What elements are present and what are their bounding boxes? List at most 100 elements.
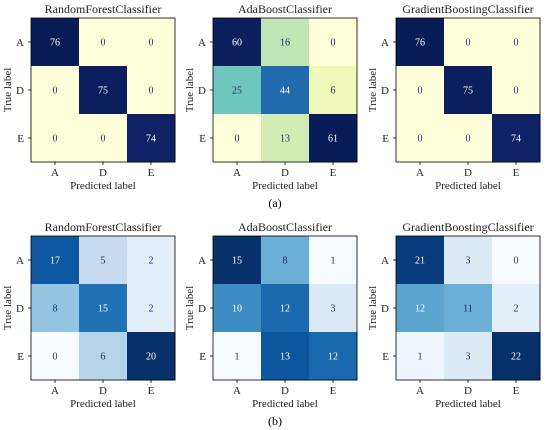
x-axis-label: Predicted label [252,398,318,410]
x-tick-label: E [513,385,520,397]
y-tick-label: D [198,85,206,97]
x-tick-label: A [416,385,424,397]
x-axis-label: Predicted label [435,180,501,192]
cell-value-label: 2 [149,256,154,267]
y-tick-label: A [198,37,206,49]
heatmap-cell [79,18,128,67]
heatmap-cell [396,236,445,285]
heatmap-cell [444,332,493,381]
heatmap-cell [127,332,176,381]
heatmap-cell [79,114,128,163]
x-tick-label: E [148,385,155,397]
heatmap-cell [127,236,176,285]
heatmap-cell [444,236,493,285]
cell-value-label: 8 [283,256,288,267]
heatmap-cell [79,236,128,285]
heatmap-cell [31,236,80,285]
chart-title: AdaBoostClassifier [238,2,332,16]
heatmap-cell [396,332,445,381]
heatmap-cell [261,284,310,333]
x-tick-label: A [233,385,241,397]
x-tick-label: E [330,385,337,397]
cell-value-label: 0 [418,134,423,145]
heatmap-cell [127,284,176,333]
y-tick-label: A [16,255,24,267]
x-tick-label: A [51,385,59,397]
heatmap-cell [213,236,262,285]
cell-value-label: 20 [146,352,156,363]
cell-value-label: 1 [418,352,423,363]
cell-value-label: 13 [280,352,290,363]
cell-value-label: 0 [149,86,154,97]
heatmap-cell [213,18,262,67]
x-axis-label: Predicted label [252,180,318,192]
heatmap-cell [31,284,80,333]
y-tick-label: A [198,255,206,267]
cell-value-label: 6 [101,352,106,363]
y-tick-label: D [198,303,206,315]
cell-value-label: 1 [331,256,336,267]
confusion-matrix-5: AdaBoostClassifier 15 8 1 10 12 3 1 13 12 A D E A D E Pr… [184,220,358,410]
cell-value-label: 60 [232,38,242,49]
cell-value-label: 0 [514,38,519,49]
x-tick-label: A [233,167,241,179]
heatmap-cell [127,66,176,115]
y-tick-label: E [199,351,206,363]
heatmap-cell [396,114,445,163]
heatmap-cell [492,18,541,67]
cell-value-label: 25 [232,86,242,97]
heatmap-cell [261,114,310,163]
cell-value-label: 0 [53,134,58,145]
cell-value-label: 1 [235,352,240,363]
heatmap-cell [261,66,310,115]
cell-value-label: 12 [280,304,290,315]
x-tick-label: D [99,167,107,179]
x-axis-label: Predicted label [70,180,136,192]
x-axis-label: Predicted label [435,398,501,410]
cell-value-label: 2 [149,304,154,315]
heatmap-cell [213,114,262,163]
y-tick-label: E [17,133,24,145]
x-tick-label: A [51,167,59,179]
y-tick-label: E [199,133,206,145]
heatmap-cell [492,284,541,333]
cell-value-label: 15 [98,304,108,315]
panel-label-b: (b) [268,414,282,428]
x-tick-label: A [416,167,424,179]
chart-title: AdaBoostClassifier [238,220,332,234]
y-axis-label: True label [367,68,379,113]
heatmap-cell [396,18,445,67]
cell-value-label: 3 [466,352,471,363]
cell-value-label: 0 [418,86,423,97]
x-tick-label: D [281,385,289,397]
cell-value-label: 17 [50,256,60,267]
y-tick-label: A [381,255,389,267]
cell-value-label: 3 [466,256,471,267]
heatmap-cell [79,332,128,381]
cell-value-label: 74 [511,134,521,145]
cell-value-label: 12 [328,352,338,363]
confusion-matrix-3: GradientBoostingClassifier 76 0 0 0 75 0 0 0 74 A D… [367,2,541,192]
cell-value-label: 0 [53,352,58,363]
cell-value-label: 61 [328,134,338,145]
cell-value-label: 0 [101,134,106,145]
heatmap-cell [213,332,262,381]
y-axis-label: True label [367,286,379,331]
heatmap-cell [309,284,358,333]
x-tick-label: E [148,167,155,179]
cell-value-label: 44 [280,86,290,97]
heatmap-cell [213,66,262,115]
y-axis-label: True label [184,286,196,331]
heatmap-cell [79,66,128,115]
heatmap-cell [261,332,310,381]
cell-value-label: 0 [466,134,471,145]
heatmap-cell [127,114,176,163]
x-tick-label: D [464,167,472,179]
cell-value-label: 8 [53,304,58,315]
heatmap-cell [31,18,80,67]
cell-value-label: 75 [98,86,108,97]
cell-value-label: 2 [514,304,519,315]
y-tick-label: D [381,303,389,315]
cell-value-label: 0 [514,256,519,267]
